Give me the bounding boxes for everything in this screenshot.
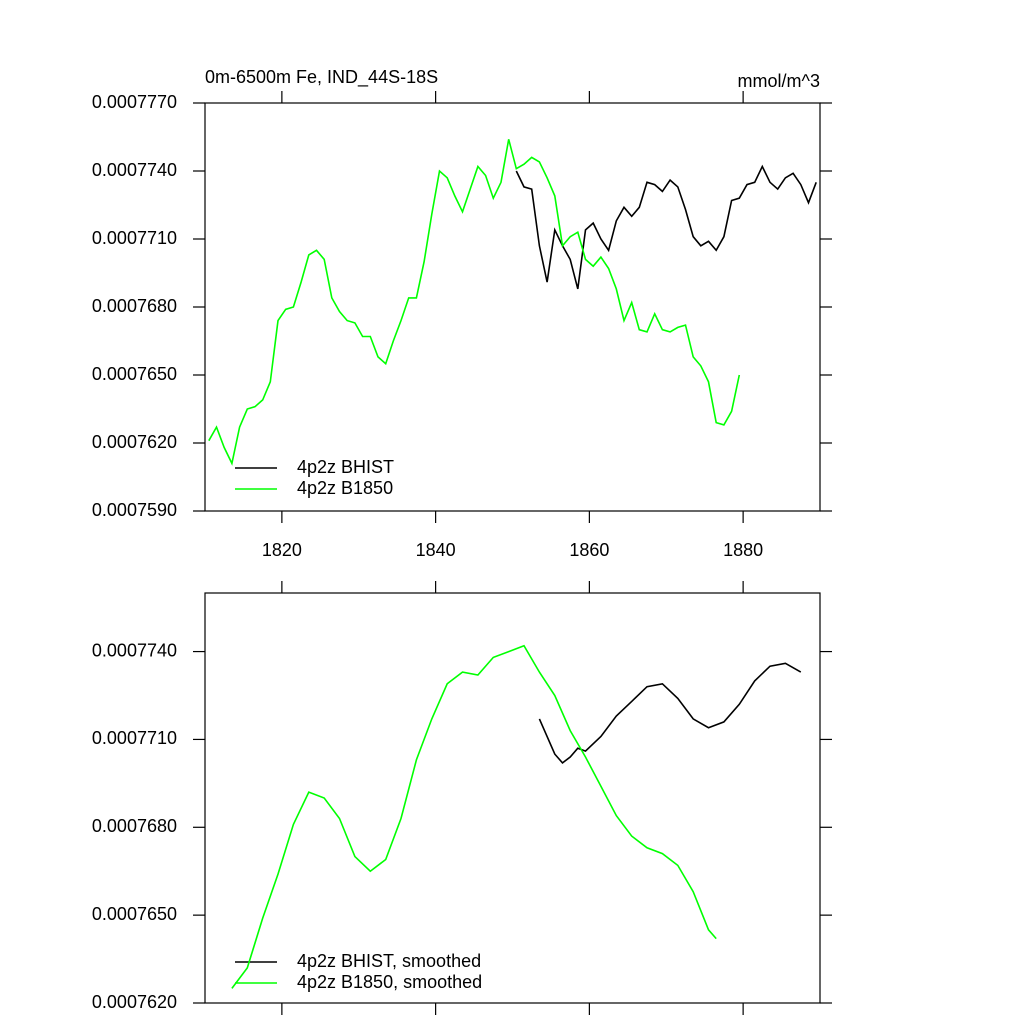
y-tick-label: 0.0007620 [92, 432, 177, 452]
plot-frame [204, 102, 821, 512]
y-tick-label: 0.0007740 [92, 160, 177, 180]
series-line [208, 139, 741, 466]
y-tick-label: 0.0007710 [92, 728, 177, 748]
legend-label: 4p2z B1850, smoothed [297, 972, 482, 992]
legend-label: 4p2z B1850 [297, 478, 393, 498]
units-label: mmol/m^3 [738, 71, 820, 91]
plot-frame [204, 592, 821, 1004]
y-tick-label: 0.0007650 [92, 364, 177, 384]
y-tick-label: 0.0007680 [92, 296, 177, 316]
series-line [538, 662, 802, 764]
y-tick-label: 0.0007620 [92, 992, 177, 1012]
legend-label: 4p2z BHIST, smoothed [297, 951, 481, 971]
x-tick-label: 1880 [723, 540, 763, 560]
x-tick-label: 1820 [262, 540, 302, 560]
y-tick-label: 0.0007710 [92, 228, 177, 248]
y-tick-label: 0.0007590 [92, 500, 177, 520]
y-tick-label: 0.0007740 [92, 640, 177, 660]
x-tick-label: 1860 [569, 540, 609, 560]
series-line [231, 644, 717, 989]
series-line [515, 164, 817, 290]
legend-label: 4p2z BHIST [297, 457, 394, 477]
y-tick-label: 0.0007650 [92, 904, 177, 924]
y-tick-label: 0.0007770 [92, 92, 177, 112]
y-tick-label: 0.0007680 [92, 816, 177, 836]
chart-title: 0m-6500m Fe, IND_44S-18S [205, 67, 438, 88]
x-tick-label: 1840 [416, 540, 456, 560]
